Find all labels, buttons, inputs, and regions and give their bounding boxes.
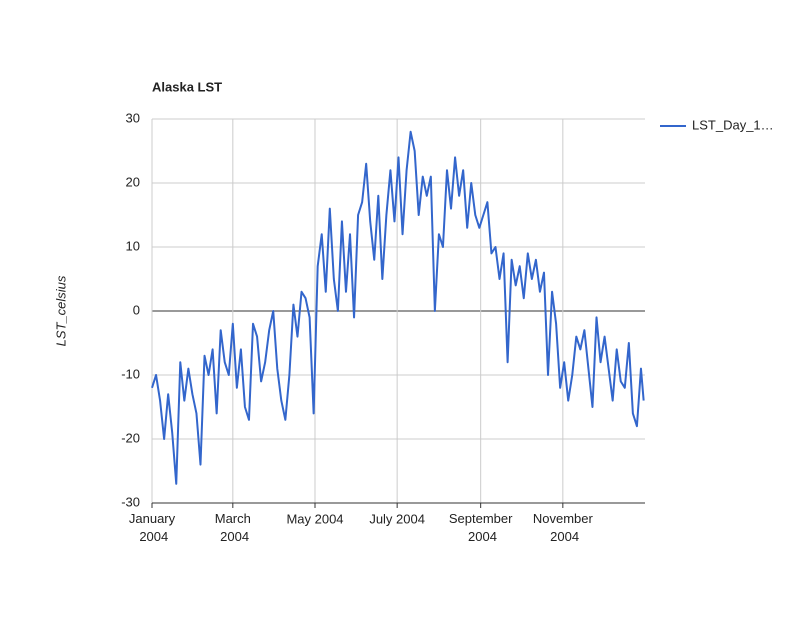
x-tick-label: November 2004 bbox=[533, 511, 594, 544]
series-line bbox=[151, 130, 645, 485]
y-tick-label: -30 bbox=[121, 494, 140, 509]
x-tick-label: January 2004 bbox=[129, 511, 176, 544]
x-tick-label: September 2004 bbox=[449, 511, 513, 544]
x-tick-label-line: September bbox=[449, 511, 513, 526]
y-tick-label: 20 bbox=[126, 174, 140, 189]
x-tick-label-line: January bbox=[129, 511, 176, 526]
y-tick-label: 0 bbox=[133, 302, 140, 317]
x-tick-label-line: 2004 bbox=[217, 529, 250, 544]
chart-title: Alaska LST bbox=[152, 79, 222, 94]
y-tick-label: 10 bbox=[126, 238, 140, 253]
x-tick-label: May 2004 bbox=[286, 511, 343, 526]
y-tick-label: -20 bbox=[121, 430, 140, 445]
y-axis-title: LST_celsius bbox=[53, 275, 68, 346]
x-tick-label: March 2004 bbox=[215, 511, 251, 544]
x-tick-label-line: March bbox=[215, 511, 251, 526]
x-tick-label-line: November bbox=[533, 511, 594, 526]
x-tick-label-line: 2004 bbox=[464, 529, 497, 544]
y-tick-label: -10 bbox=[121, 366, 140, 381]
y-tick-label: 30 bbox=[126, 110, 140, 125]
x-tick-label: July 2004 bbox=[369, 511, 425, 526]
legend-label: LST_Day_1… bbox=[692, 117, 774, 132]
x-tick-label-line: 2004 bbox=[547, 529, 580, 544]
x-tick-label-line: 2004 bbox=[136, 529, 169, 544]
